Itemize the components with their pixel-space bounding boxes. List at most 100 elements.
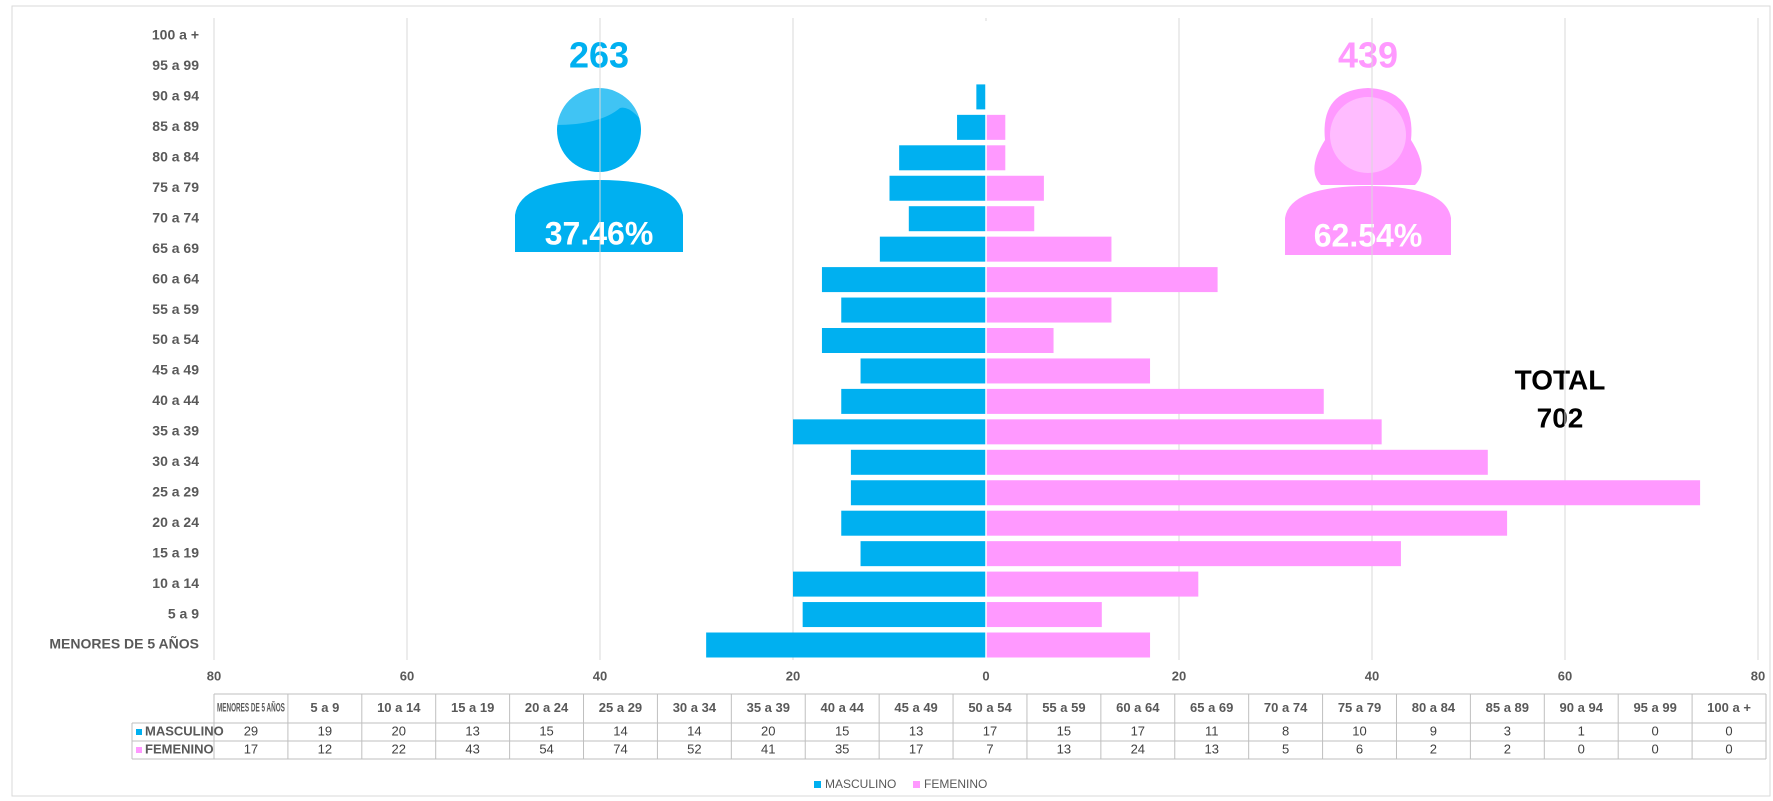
table-swatch — [136, 729, 142, 735]
bar — [706, 632, 986, 658]
bar — [879, 236, 986, 262]
y-tick-label: 40 a 44 — [152, 392, 199, 408]
bar — [986, 602, 1102, 628]
bar — [802, 602, 986, 628]
y-tick-label: 20 a 24 — [152, 514, 199, 530]
chart-frame — [11, 5, 1771, 797]
table-cell: 9 — [1430, 723, 1437, 738]
table-cell: 13 — [909, 723, 923, 738]
bar — [841, 510, 986, 536]
x-tick-label: 0 — [982, 668, 989, 683]
bar — [986, 449, 1488, 475]
table-cell: 2 — [1504, 741, 1511, 756]
table-header: 75 a 79 — [1338, 700, 1381, 715]
total-label: TOTAL — [1515, 364, 1606, 395]
bar — [850, 449, 986, 475]
y-tick-label: 55 a 59 — [152, 301, 199, 317]
female-percent: 62.54% — [1314, 217, 1423, 253]
table-cell: 13 — [1204, 741, 1218, 756]
table-cell: 6 — [1356, 741, 1363, 756]
bar — [986, 328, 1054, 353]
bar — [986, 206, 1035, 232]
bar — [908, 206, 986, 232]
table-cell: 17 — [983, 723, 997, 738]
y-tick-label: 45 a 49 — [152, 362, 199, 378]
table-swatch — [136, 747, 142, 753]
table-header: 55 a 59 — [1042, 700, 1085, 715]
table-cell: 54 — [539, 741, 553, 756]
bar — [821, 267, 986, 293]
female-icon — [1285, 88, 1451, 255]
table-header: 90 a 94 — [1560, 700, 1604, 715]
y-tick-label: 10 a 14 — [152, 575, 199, 591]
bar — [986, 480, 1701, 506]
bar — [986, 114, 1006, 140]
table-header: 30 a 34 — [673, 700, 717, 715]
bar — [841, 388, 986, 414]
table-cell: 35 — [835, 741, 849, 756]
legend-label: MASCULINO — [825, 777, 896, 791]
table-cell: 10 — [1352, 723, 1366, 738]
x-tick-label: 40 — [1365, 668, 1379, 683]
table-header: 25 a 29 — [599, 700, 642, 715]
bar — [986, 510, 1508, 536]
table-cell: 17 — [244, 741, 258, 756]
table-cell: 0 — [1652, 723, 1659, 738]
table-header: 40 a 44 — [821, 700, 865, 715]
y-tick-label: 5 a 9 — [168, 605, 199, 621]
bar — [986, 419, 1382, 445]
bar — [860, 358, 986, 384]
bar — [986, 632, 1151, 658]
legend-swatch — [814, 781, 821, 788]
table-cell: 13 — [465, 723, 479, 738]
table-header: 45 a 49 — [894, 700, 937, 715]
bar — [986, 571, 1199, 597]
x-tick-label: 20 — [786, 668, 800, 683]
table-header: 35 a 39 — [747, 700, 790, 715]
table-header: 85 a 89 — [1486, 700, 1529, 715]
table-cell: 2 — [1430, 741, 1437, 756]
table-cell: 11 — [1205, 723, 1219, 738]
bar — [986, 267, 1218, 293]
table-header: 20 a 24 — [525, 700, 569, 715]
table-cell: 15 — [539, 723, 553, 738]
table-cell: 13 — [1057, 741, 1071, 756]
x-tick-label: 20 — [1172, 668, 1186, 683]
total-value: 702 — [1537, 402, 1584, 433]
y-tick-label: 70 a 74 — [152, 209, 199, 225]
table-header: 10 a 14 — [377, 700, 421, 715]
y-tick-label: 95 a 99 — [152, 57, 199, 73]
y-tick-label: 15 a 19 — [152, 544, 199, 560]
table-cell: 43 — [465, 741, 479, 756]
y-tick-label: 35 a 39 — [152, 423, 199, 439]
table-header: MENORES DE 5 AÑOS — [217, 700, 285, 715]
table-cell: 7 — [986, 741, 993, 756]
y-tick-label: 25 a 29 — [152, 483, 199, 499]
table-header: 60 a 64 — [1116, 700, 1160, 715]
bar — [850, 480, 986, 506]
table-cell: 17 — [909, 741, 923, 756]
y-tick-label: 85 a 89 — [152, 118, 199, 134]
table-cell: 3 — [1504, 723, 1511, 738]
bar — [821, 328, 986, 353]
table-row-label: FEMENINO — [145, 741, 214, 756]
bar — [841, 297, 986, 323]
table-cell: 0 — [1578, 741, 1585, 756]
table-cell: 24 — [1131, 741, 1145, 756]
table-header: 5 a 9 — [310, 700, 339, 715]
male-percent: 37.46% — [545, 215, 654, 251]
y-tick-label: 75 a 79 — [152, 179, 199, 195]
table-cell: 20 — [392, 723, 406, 738]
female-total: 439 — [1338, 35, 1398, 76]
y-tick-label: MENORES DE 5 AÑOS — [49, 635, 199, 652]
bar — [986, 388, 1324, 414]
table-header: 100 a + — [1707, 700, 1751, 715]
y-tick-label: 100 a + — [152, 27, 199, 43]
table-header: 80 a 84 — [1412, 700, 1456, 715]
bar — [986, 145, 1006, 171]
table-cell: 14 — [687, 723, 701, 738]
table-cell: 1 — [1578, 723, 1585, 738]
table-cell: 0 — [1652, 741, 1659, 756]
bar — [986, 175, 1044, 201]
bar — [986, 236, 1112, 262]
